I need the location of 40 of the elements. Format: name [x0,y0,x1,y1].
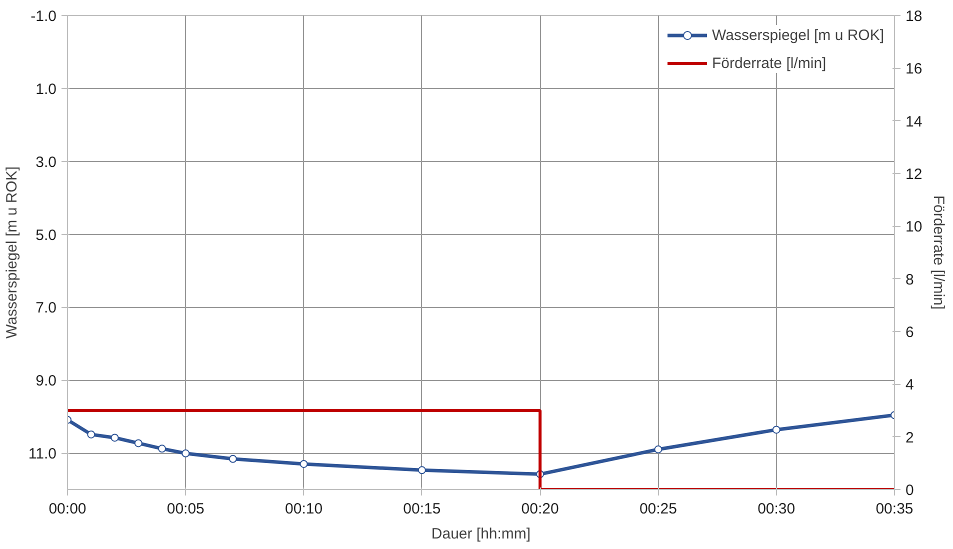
point [654,445,662,454]
y2-tick-label: 8 [906,271,914,288]
x-tick-label: 00:05 [166,500,204,518]
legend-label: Förderrate [l/min] [712,54,826,72]
point [87,430,96,438]
point [182,449,190,458]
y2-tick-label: 4 [906,376,914,394]
y-tick-label: 1.0 [36,80,57,98]
point [134,439,142,448]
point [228,454,237,463]
point [158,444,166,453]
y2-tick-label: 16 [906,60,922,78]
y-tick-label: 3.0 [36,154,57,171]
y-tick-label: 7.0 [36,300,57,317]
x-tick-label: 00:35 [876,500,914,518]
y-tick-label: 11.0 [28,446,57,463]
y2-tick-label: 14 [906,113,922,130]
point [772,426,780,434]
x-tick-label: 00:25 [639,500,677,518]
x-axis-title: Dauer [hh:mm] [431,526,531,542]
x-tick-label: 00:15 [403,500,441,518]
legend-label: Wasserspiegel [m u ROK] [712,26,884,44]
x-tick-label: 00:20 [521,500,559,518]
y-tick-label: 9.0 [36,372,57,390]
y2-axis-title: Förderrate [l/min] [930,195,948,310]
y-tick-label: -1.0 [30,8,57,25]
y-tick-label: 5.0 [36,226,57,244]
x-tick-label: 00:30 [758,500,796,518]
y-axis-title: Wasserspiegel [m u ROK] [3,166,20,338]
y2-tick-label: 0 [906,482,914,499]
x-tick-label: 00:00 [48,500,86,518]
point [418,466,426,474]
y2-tick-label: 12 [906,166,922,183]
y2-tick-label: 18 [906,8,922,25]
x-tick-label: 00:10 [285,500,323,518]
point [110,434,119,442]
y2-tick-label: 2 [906,429,914,446]
y2-tick-label: 6 [906,324,914,341]
y2-tick-label: 10 [906,218,922,236]
point [300,460,308,468]
